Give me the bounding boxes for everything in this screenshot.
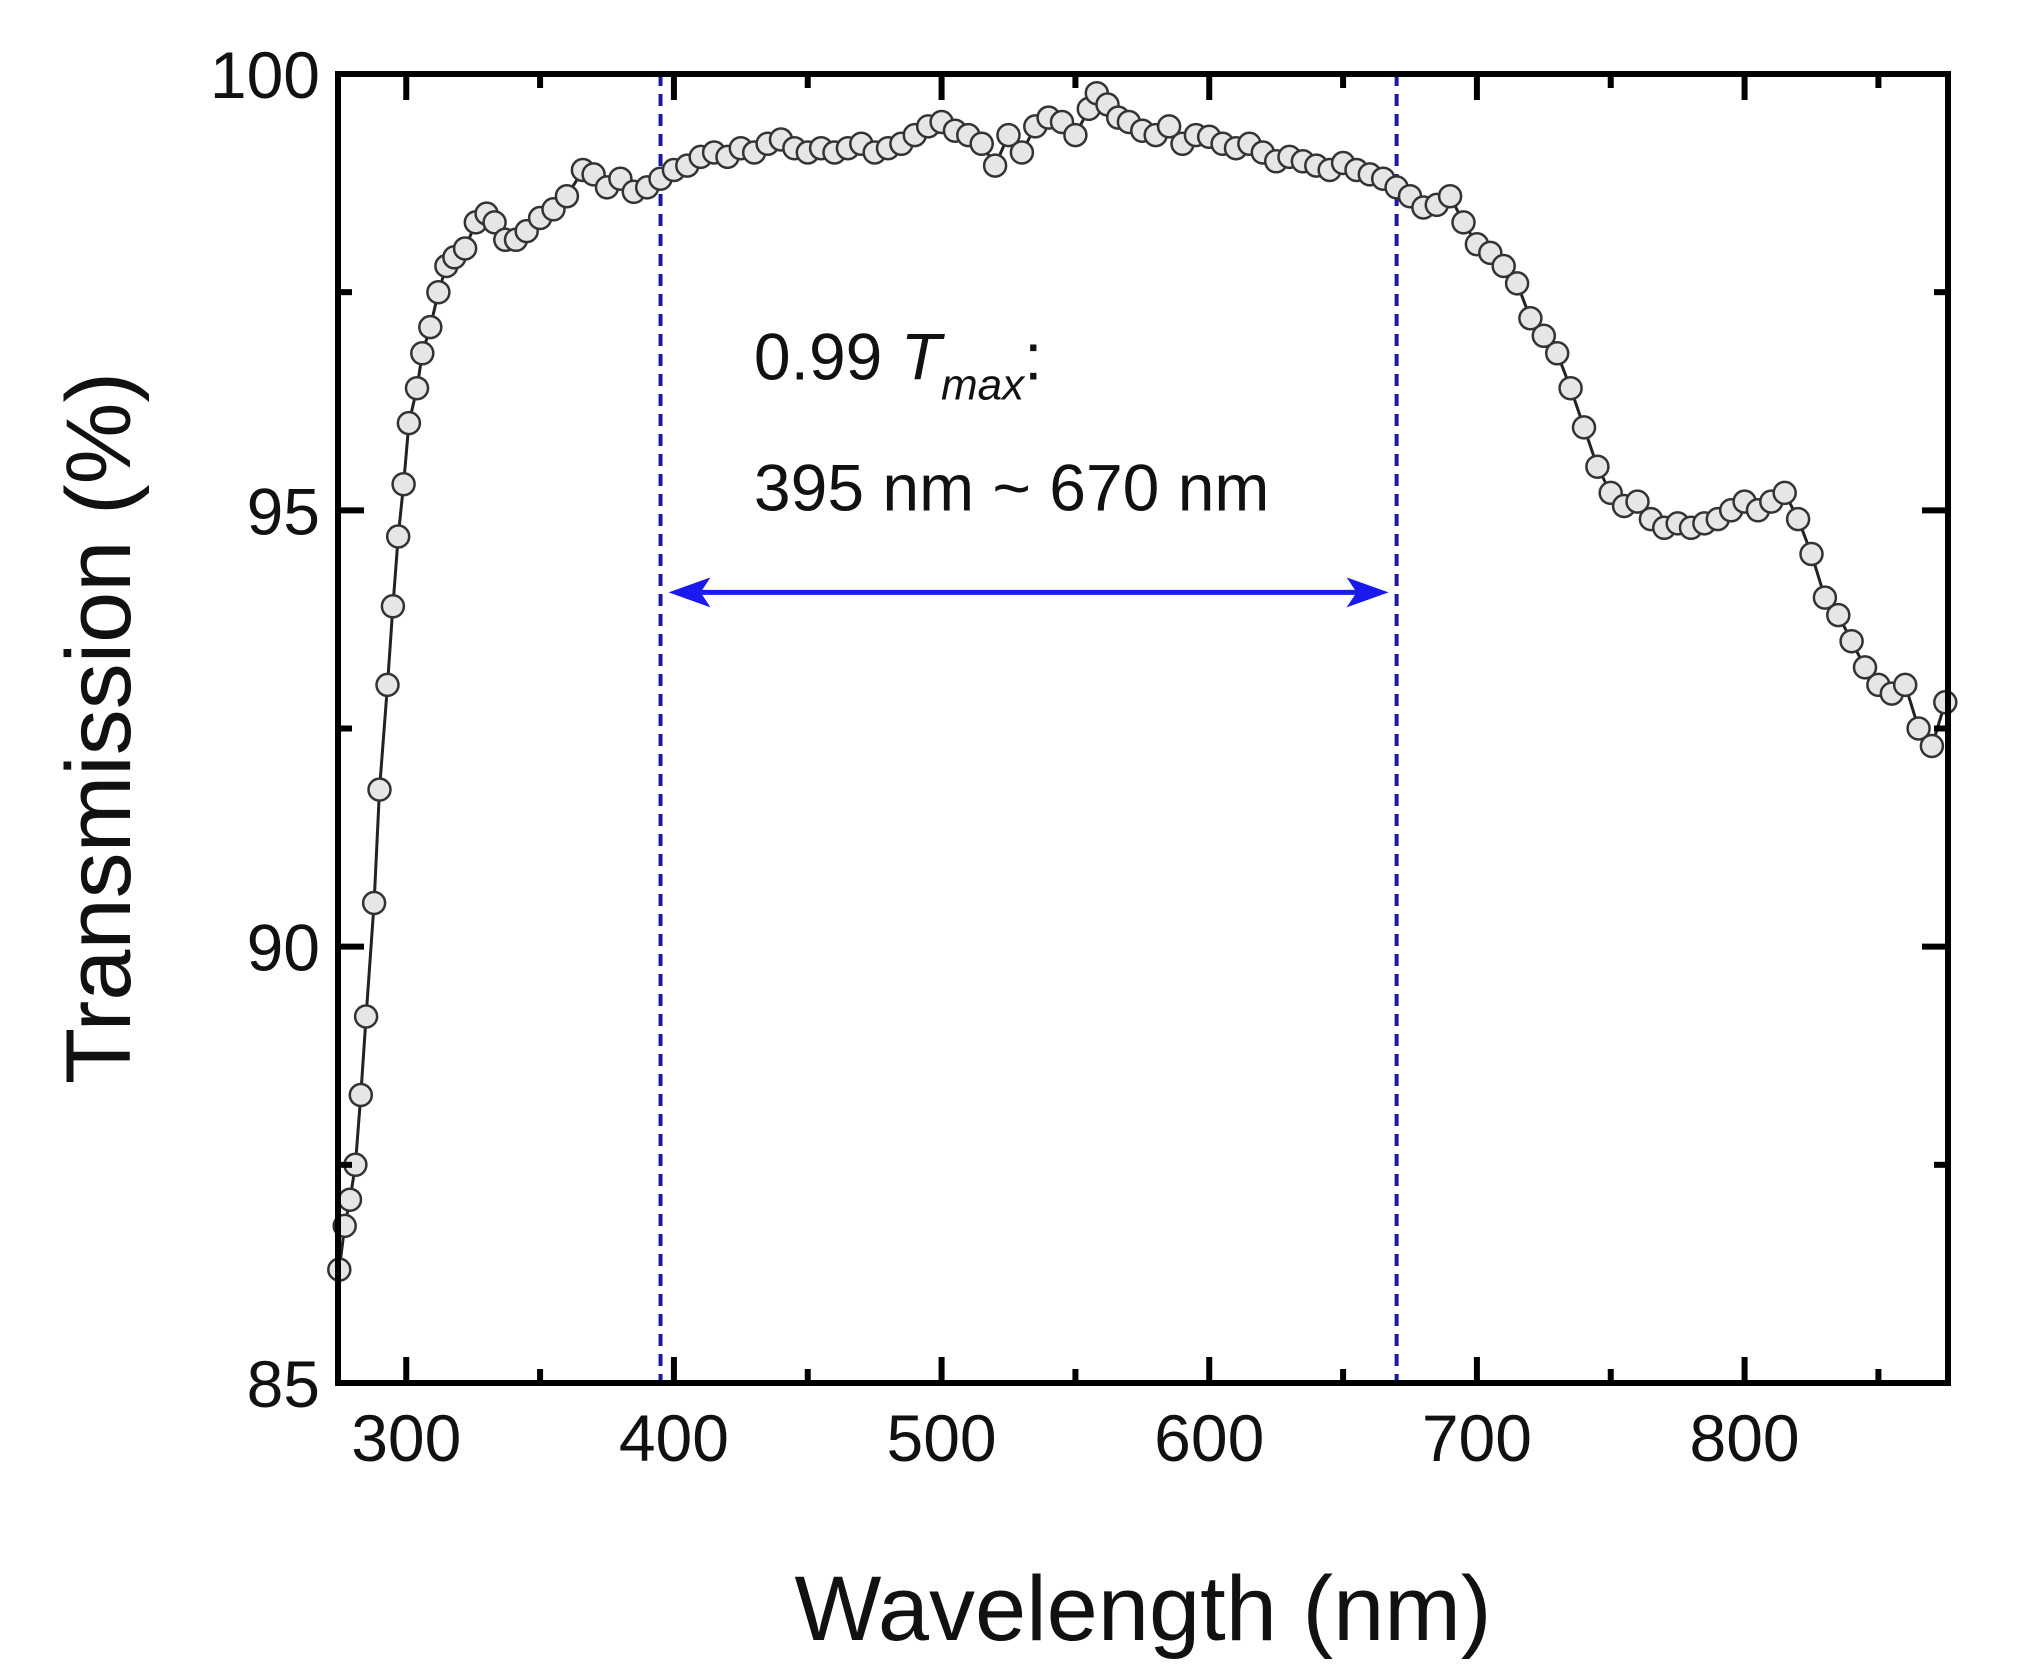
x-tick-label: 700: [1422, 1401, 1532, 1475]
series-layer: [327, 80, 1958, 1282]
x-tick-label: 500: [887, 1401, 997, 1475]
data-point: [1585, 454, 1610, 479]
data-point: [348, 1082, 374, 1108]
data-point: [1531, 323, 1557, 349]
data-point: [1544, 341, 1570, 366]
annotation-suffix: :: [1024, 319, 1042, 393]
data-point: [482, 210, 507, 235]
x-tick-label: 300: [351, 1401, 461, 1475]
data-point: [1625, 489, 1650, 514]
axes-layer: 300 400 500 600 700 800 85 90 95 100: [210, 38, 1951, 1475]
annotation-symbol: T: [901, 319, 946, 393]
y-tick-label: 95: [247, 474, 320, 548]
data-point: [982, 153, 1008, 178]
guide-lines-layer: [658, 74, 1399, 1383]
data-point: [404, 375, 430, 401]
data-point: [1009, 140, 1035, 165]
y-axis-title: Transmission (%): [48, 372, 150, 1084]
data-point: [1892, 672, 1918, 698]
data-point: [1772, 480, 1797, 506]
data-point: [380, 594, 406, 619]
data-point: [1451, 210, 1476, 235]
data-point: [418, 314, 443, 340]
data-point: [375, 672, 400, 698]
data-point: [1571, 415, 1597, 440]
x-tick-label: 600: [1154, 1401, 1264, 1475]
data-point: [1799, 541, 1824, 567]
data-point: [452, 236, 478, 261]
range-arrow-right-head: [1346, 577, 1389, 608]
data-point: [1156, 114, 1182, 139]
annotation-line-2: 395 nm ~ 670 nm: [754, 450, 1269, 524]
range-arrow-left-head: [668, 577, 711, 608]
y-tick-label: 100: [210, 38, 320, 112]
data-point: [353, 1004, 379, 1029]
data-point: [426, 279, 451, 305]
data-point: [367, 777, 392, 802]
data-point: [1785, 506, 1811, 532]
data-point: [361, 890, 387, 916]
data-point: [1852, 655, 1878, 680]
y-tick-label: 85: [247, 1347, 320, 1421]
x-tick-label: 400: [619, 1401, 729, 1475]
data-point: [1812, 585, 1838, 610]
data-point: [1906, 716, 1931, 741]
data-point: [1437, 183, 1463, 209]
data-point: [554, 183, 580, 209]
data-point: [1063, 122, 1088, 148]
x-axis-title: Wavelength (nm): [794, 1558, 1491, 1660]
plot-frame: [335, 71, 1951, 1386]
annotation-line-1: 0.99 Tmax:: [754, 319, 1043, 409]
annotation-prefix: 0.99: [754, 319, 901, 393]
x-tick-label: 800: [1690, 1401, 1800, 1475]
data-point: [996, 122, 1021, 148]
annotation-subscript: max: [941, 360, 1026, 409]
data-point: [1518, 306, 1543, 331]
series-line: [337, 90, 1947, 1270]
data-point: [385, 524, 411, 549]
data-point: [1839, 628, 1864, 654]
data-point: [1826, 602, 1851, 628]
data-point: [396, 410, 422, 436]
data-point: [1558, 375, 1583, 401]
data-point: [1919, 733, 1945, 759]
data-point: [969, 131, 994, 157]
data-point: [391, 471, 416, 497]
data-point: [337, 1187, 363, 1212]
data-point: [1491, 253, 1516, 279]
data-point: [410, 341, 435, 366]
y-tick-label: 90: [247, 911, 320, 985]
data-point: [1504, 271, 1530, 296]
